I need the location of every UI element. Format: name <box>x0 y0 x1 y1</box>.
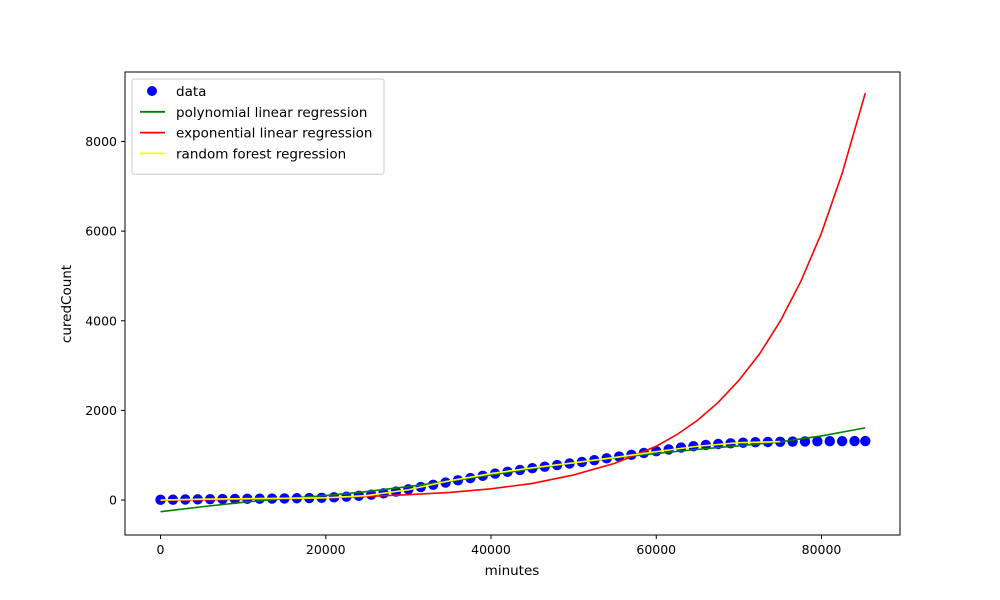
y-tick-label: 2000 <box>85 403 117 418</box>
data-point <box>860 435 871 447</box>
y-tick-label: 0 <box>109 493 117 508</box>
x-tick-label: 80000 <box>802 542 842 557</box>
ticks-layer: 0 20000 40000 60000 80000 0 2000 4000 6000 8000 <box>85 134 841 557</box>
data-point <box>812 436 823 447</box>
legend-entry-label: exponential linear regression <box>176 126 372 142</box>
legend-entry-label: data <box>176 84 206 100</box>
y-tick-label: 4000 <box>85 313 117 328</box>
legend-entry-label: random forest regression <box>176 146 346 162</box>
y-tick-label: 6000 <box>85 224 117 239</box>
data-point <box>824 436 835 447</box>
series-layer <box>155 92 871 513</box>
data-point <box>787 436 798 447</box>
x-tick-label: 0 <box>157 542 165 557</box>
data-point <box>836 435 848 447</box>
series-line-random-forest <box>160 440 781 501</box>
x-tick-label: 40000 <box>471 542 511 557</box>
legend-box <box>131 78 385 175</box>
y-tick-label: 8000 <box>85 134 117 149</box>
plot-frame <box>124 71 901 536</box>
legend-marker-scatter <box>147 86 157 96</box>
data-point <box>440 477 451 488</box>
x-tick-label: 20000 <box>306 542 346 557</box>
legend: data polynomial linear regression exponent… <box>131 78 385 175</box>
x-tick-label: 60000 <box>636 542 676 557</box>
y-axis-label: curedCount <box>59 265 75 343</box>
data-point <box>849 435 860 447</box>
x-axis-label: minutes <box>485 563 540 579</box>
legend-entry-label: polynomial linear regression <box>176 105 367 121</box>
